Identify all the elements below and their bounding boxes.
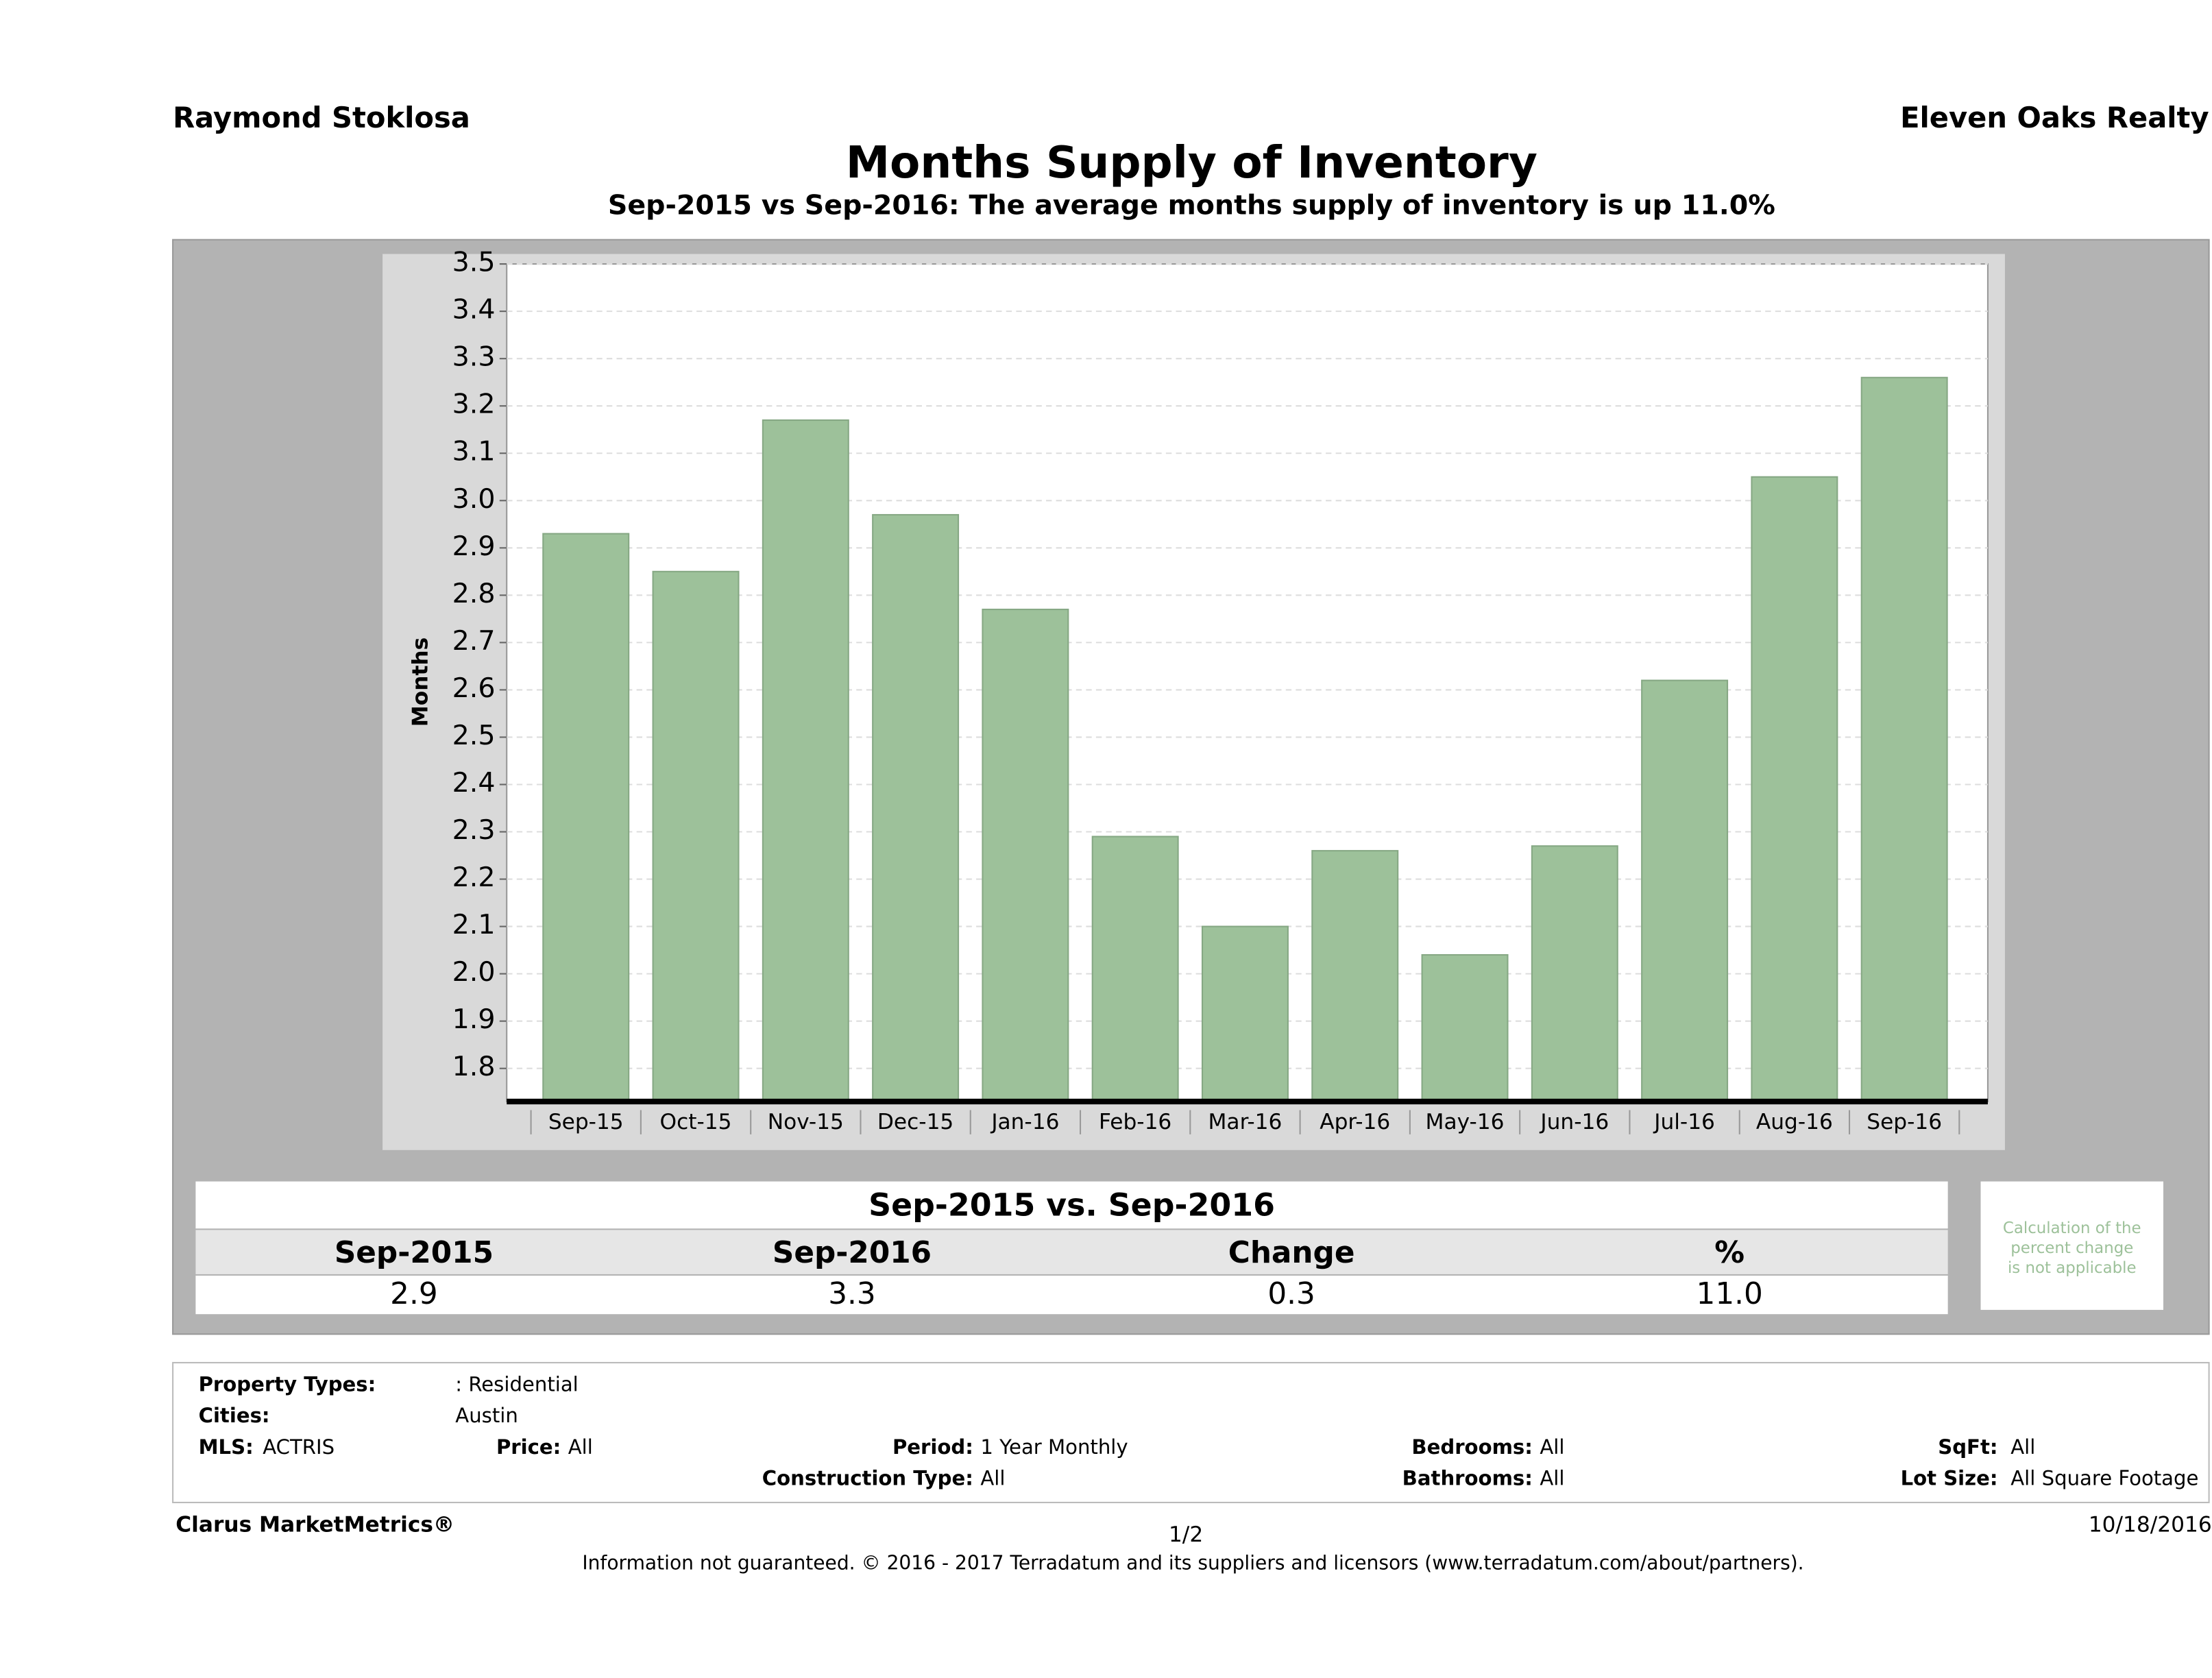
y-tick-label: 2.1 [452,909,496,940]
filter-label: Price: [496,1435,561,1459]
x-tick-label: Jul-16 [1653,1110,1715,1134]
filter-value: All [2010,1435,2035,1459]
x-tick-label: Oct-15 [660,1110,732,1134]
bar [762,419,849,1103]
note-line: is not applicable [2008,1259,2137,1277]
y-tick-label: 3.3 [452,341,496,373]
note-line: Calculation of the [2003,1219,2141,1237]
filter-label: Construction Type: [762,1467,973,1490]
brand: Clarus MarketMetrics® [175,1512,454,1537]
plot: 1.8 1.9 2.0 2.1 2.2 2.3 2.4 2.5 2.6 2.7 2.8 2.9 3.0 3… [452,247,1988,1134]
bar [872,513,960,1103]
bar [652,570,740,1103]
filter-value: All Square Footage [2010,1467,2198,1490]
filter-label: MLS: [199,1435,254,1459]
y-tick-label: 2.6 [452,672,496,704]
filter-label: Bathrooms: [1402,1467,1533,1490]
bar [1641,679,1729,1103]
summary-value: 3.3 [828,1276,876,1311]
disclaimer: Information not guaranteed. © 2016 - 201… [582,1551,1803,1574]
summary-value: 2.9 [390,1276,438,1311]
filter-value: ACTRIS [263,1435,335,1459]
bar [542,533,630,1103]
x-tick-label: Dec-15 [877,1110,953,1134]
filter-label: Property Types: [199,1372,376,1396]
date: 10/18/2016 [2089,1512,2212,1537]
filter-label: Lot Size: [1901,1467,1998,1490]
y-tick-label: 2.2 [452,862,496,893]
bar [1860,376,1948,1103]
summary-title-row [195,1181,1948,1229]
note: Calculation of the percent change is not a… [2003,1219,2141,1277]
summary-header: Sep-2015 [335,1235,494,1270]
bar [982,609,1069,1103]
agent: Raymond Stoklosa [173,101,470,134]
summary-header: Sep-2016 [773,1235,932,1270]
filter-value: : Residential [455,1372,579,1396]
filter-value: All [980,1467,1005,1490]
x-tick-label: Apr-16 [1320,1110,1390,1134]
y-tick-label: 2.8 [452,578,496,609]
y-tick-label: 3.4 [452,294,496,326]
bar [1751,476,1838,1103]
bar [1201,925,1289,1103]
y-tick-label: 1.8 [452,1051,496,1082]
summary: Sep-2015 2.9 Sep-2016 3.3 Change 0.3% 11.0 [335,1235,1763,1311]
filters-box [172,1361,2210,1503]
y-tick-label: 3.0 [452,483,496,515]
filter-label: Cities: [199,1404,270,1427]
x-tick-label: Mar-16 [1208,1110,1283,1134]
bar [1421,953,1509,1103]
filter-value: All [1540,1435,1564,1459]
y-tick-label: 3.2 [452,389,496,420]
filter-label: Period: [892,1435,973,1459]
summary-value: 11.0 [1697,1276,1763,1311]
summary-header: % [1714,1235,1745,1270]
filter-value: 1 Year Monthly [980,1435,1128,1459]
y-tick-label: 2.7 [452,625,496,657]
note-box [1980,1181,2163,1310]
company: Eleven Oaks Realty [1900,101,2209,134]
summary-header-row [195,1230,1948,1274]
y-tick-label: 3.1 [452,436,496,467]
filter-label: SqFt: [1938,1435,1997,1459]
y-tick-label: 2.0 [452,956,496,988]
filter-value: All [568,1435,593,1459]
bar [1091,836,1179,1103]
y-tick-label: 3.5 [452,247,496,278]
summary-title: Sep-2015 vs. Sep-2016 [868,1187,1275,1224]
y-tick-label: 2.4 [452,767,496,799]
filter-label: Bedrooms: [1411,1435,1533,1459]
x-tick-label: Jun-16 [1539,1110,1609,1134]
filter-value: Austin [455,1404,518,1427]
x-tick-label: Aug-16 [1756,1110,1833,1134]
chart-subtitle: Sep-2015 vs Sep-2016: The average months… [608,189,1775,221]
x-tick-label: May-16 [1426,1110,1505,1134]
x-tick-label: Sep-15 [548,1110,624,1134]
bar [1531,845,1618,1103]
filter-value: All [1540,1467,1564,1490]
y-tick-label: 1.9 [452,1004,496,1035]
summary-header: Change [1228,1235,1355,1270]
x-tick-label: Nov-15 [768,1110,844,1134]
bar [1311,850,1399,1103]
y-tick-label: 2.9 [452,531,496,562]
x-tick-label: Sep-16 [1867,1110,1942,1134]
summary-value: 0.3 [1267,1276,1315,1311]
y-axis-label: Months [408,637,433,727]
page-number: 1/2 [1169,1522,1203,1547]
x-tick-label: Jan-16 [990,1110,1059,1134]
note-line: percent change [2010,1239,2133,1257]
chart-title: Months Supply of Inventory [846,137,1538,189]
y-tick-label: 2.3 [452,814,496,846]
y-tick-label: 2.5 [452,720,496,751]
summary-value-row [195,1275,1948,1315]
x-tick-label: Feb-16 [1099,1110,1171,1134]
